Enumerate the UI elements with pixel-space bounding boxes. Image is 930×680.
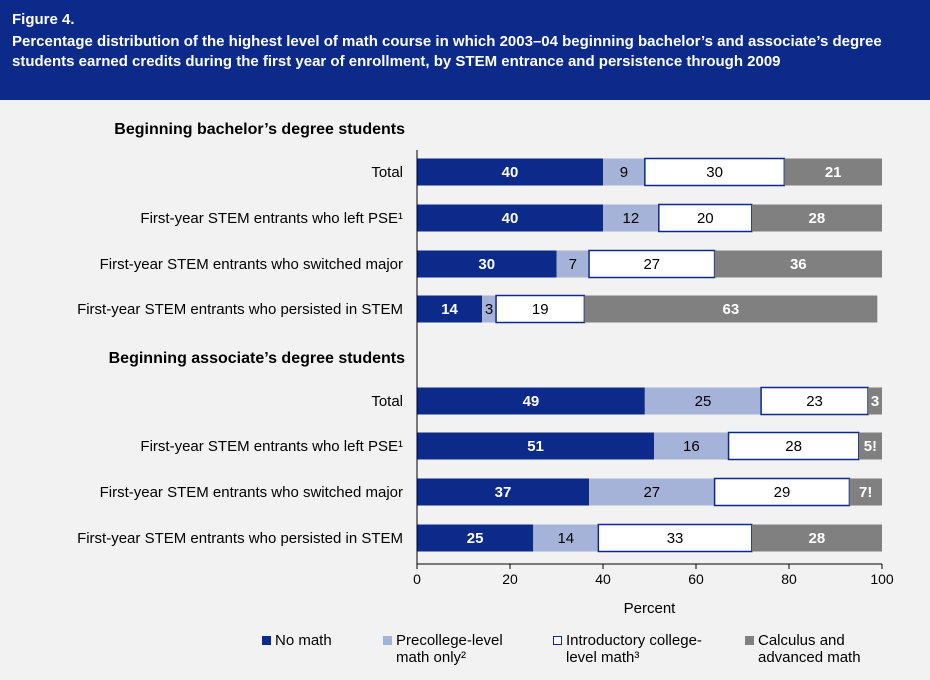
bar-segment-precollege [603, 158, 645, 186]
bar-segment-precollege [533, 524, 599, 552]
data-label: 40 [502, 164, 519, 181]
data-label: 33 [667, 530, 684, 547]
data-label: 27 [643, 256, 660, 273]
data-label: 14 [441, 301, 458, 318]
data-label: 7 [569, 256, 577, 273]
bar-segment-precollege [556, 250, 590, 278]
bar-segment-introductory [760, 386, 869, 416]
x-tick-label: 20 [502, 571, 518, 587]
bar-segment-introductory [588, 249, 716, 279]
bar-segment-calculus [584, 295, 878, 323]
data-label: 16 [683, 438, 700, 455]
bar-segment-calculus [868, 387, 882, 415]
data-label: 23 [806, 393, 823, 410]
bar-segment-calculus [784, 158, 882, 186]
data-label: 3 [485, 301, 493, 318]
group-title: Beginning bachelor’s degree students [114, 121, 405, 138]
category-label: First-year STEM entrants who switched ma… [100, 484, 403, 501]
data-label: 36 [790, 256, 807, 273]
bar-segment-precollege [654, 432, 729, 460]
category-label: Total [371, 164, 403, 181]
legend-item-precollege: Precollege-level math only² [383, 632, 523, 666]
legend-item-calculus: Calculus and advanced math [745, 632, 880, 666]
bar-segment-introductory [727, 431, 860, 461]
data-label: 20 [697, 210, 714, 227]
figure-title: Percentage distribution of the highest l… [12, 33, 882, 70]
data-label: 21 [825, 164, 842, 181]
bar-segment-calculus [751, 204, 882, 232]
bar-segment-calculus [849, 478, 882, 506]
group-title: Beginning associate’s degree students [109, 350, 405, 367]
bar-segment-introductory [495, 294, 586, 324]
data-label: 28 [809, 210, 826, 227]
legend-swatch-introductory [553, 636, 562, 645]
legend-swatch-precollege [383, 636, 392, 645]
x-tick-label: 100 [870, 571, 894, 587]
x-tick-label: 40 [595, 571, 611, 587]
figure-header: Figure 4. Percentage distribution of the… [0, 0, 930, 100]
bar-segment-precollege [644, 387, 762, 415]
category-label: First-year STEM entrants who persisted i… [77, 301, 403, 318]
x-axis-title: Percent [624, 600, 677, 617]
bar-segment-introductory [713, 477, 851, 507]
data-label: 14 [557, 530, 574, 547]
legend-swatch-no-math [262, 636, 271, 645]
data-label: 30 [706, 164, 723, 181]
stacked-bar-chart: Beginning bachelor’s degree students Tota… [77, 121, 894, 617]
bar-segment-calculus [714, 250, 882, 278]
data-label: 28 [809, 530, 826, 547]
category-label: First-year STEM entrants who left PSE¹ [140, 210, 403, 227]
bar-segment-precollege [603, 204, 659, 232]
bar-segment-calculus [858, 432, 882, 460]
category-label: First-year STEM entrants who left PSE¹ [140, 438, 403, 455]
bar-segment-calculus [751, 524, 882, 552]
data-label: 49 [523, 393, 540, 410]
data-label: 27 [643, 484, 660, 501]
data-label: 30 [478, 256, 495, 273]
data-label: 29 [774, 484, 791, 501]
x-tick-label: 60 [688, 571, 704, 587]
data-label: 7! [859, 484, 872, 501]
figure-label: Figure 4. [12, 11, 75, 28]
legend-item-introductory: Introductory college-level math³ [553, 632, 718, 666]
bar-segment-no-math [417, 250, 557, 278]
data-label: 25 [695, 393, 712, 410]
data-label: 37 [495, 484, 512, 501]
legend-item-no-math: No math [262, 632, 382, 649]
bar-segment-precollege [482, 295, 497, 323]
category-label: First-year STEM entrants who persisted i… [77, 530, 403, 547]
legend-label-precollege: Precollege-level math only² [396, 632, 503, 666]
data-label: 25 [467, 530, 484, 547]
bar-segment-no-math [417, 295, 483, 323]
data-label: 9 [620, 164, 628, 181]
category-label: First-year STEM entrants who switched ma… [100, 256, 403, 273]
data-label: 40 [502, 210, 519, 227]
chart-legend: No math Precollege-level math only² Intr… [0, 632, 930, 680]
legend-label-introductory: Introductory college-level math³ [566, 632, 702, 666]
x-tick-label: 80 [781, 571, 797, 587]
bar-segment-no-math [417, 204, 603, 232]
bar-segment-introductory [597, 523, 753, 553]
bar-segment-no-math [417, 478, 590, 506]
category-label: Total [371, 393, 403, 410]
bar-segment-no-math [417, 432, 655, 460]
bar-segment-no-math [417, 387, 645, 415]
data-label: 5! [864, 438, 877, 455]
bar-segment-no-math [417, 524, 534, 552]
data-label: 63 [723, 301, 740, 318]
legend-swatch-calculus [745, 636, 754, 645]
bar-segment-no-math [417, 158, 603, 186]
data-label: 12 [623, 210, 640, 227]
bar-segment-introductory [644, 157, 786, 187]
data-label: 3 [871, 393, 879, 410]
data-label: 19 [532, 301, 549, 318]
x-tick-label: 0 [413, 571, 421, 587]
data-label: 28 [785, 438, 802, 455]
bar-segment-precollege [589, 478, 715, 506]
data-label: 51 [527, 438, 544, 455]
legend-label-no-math: No math [275, 632, 332, 649]
legend-label-calculus: Calculus and advanced math [758, 632, 861, 666]
